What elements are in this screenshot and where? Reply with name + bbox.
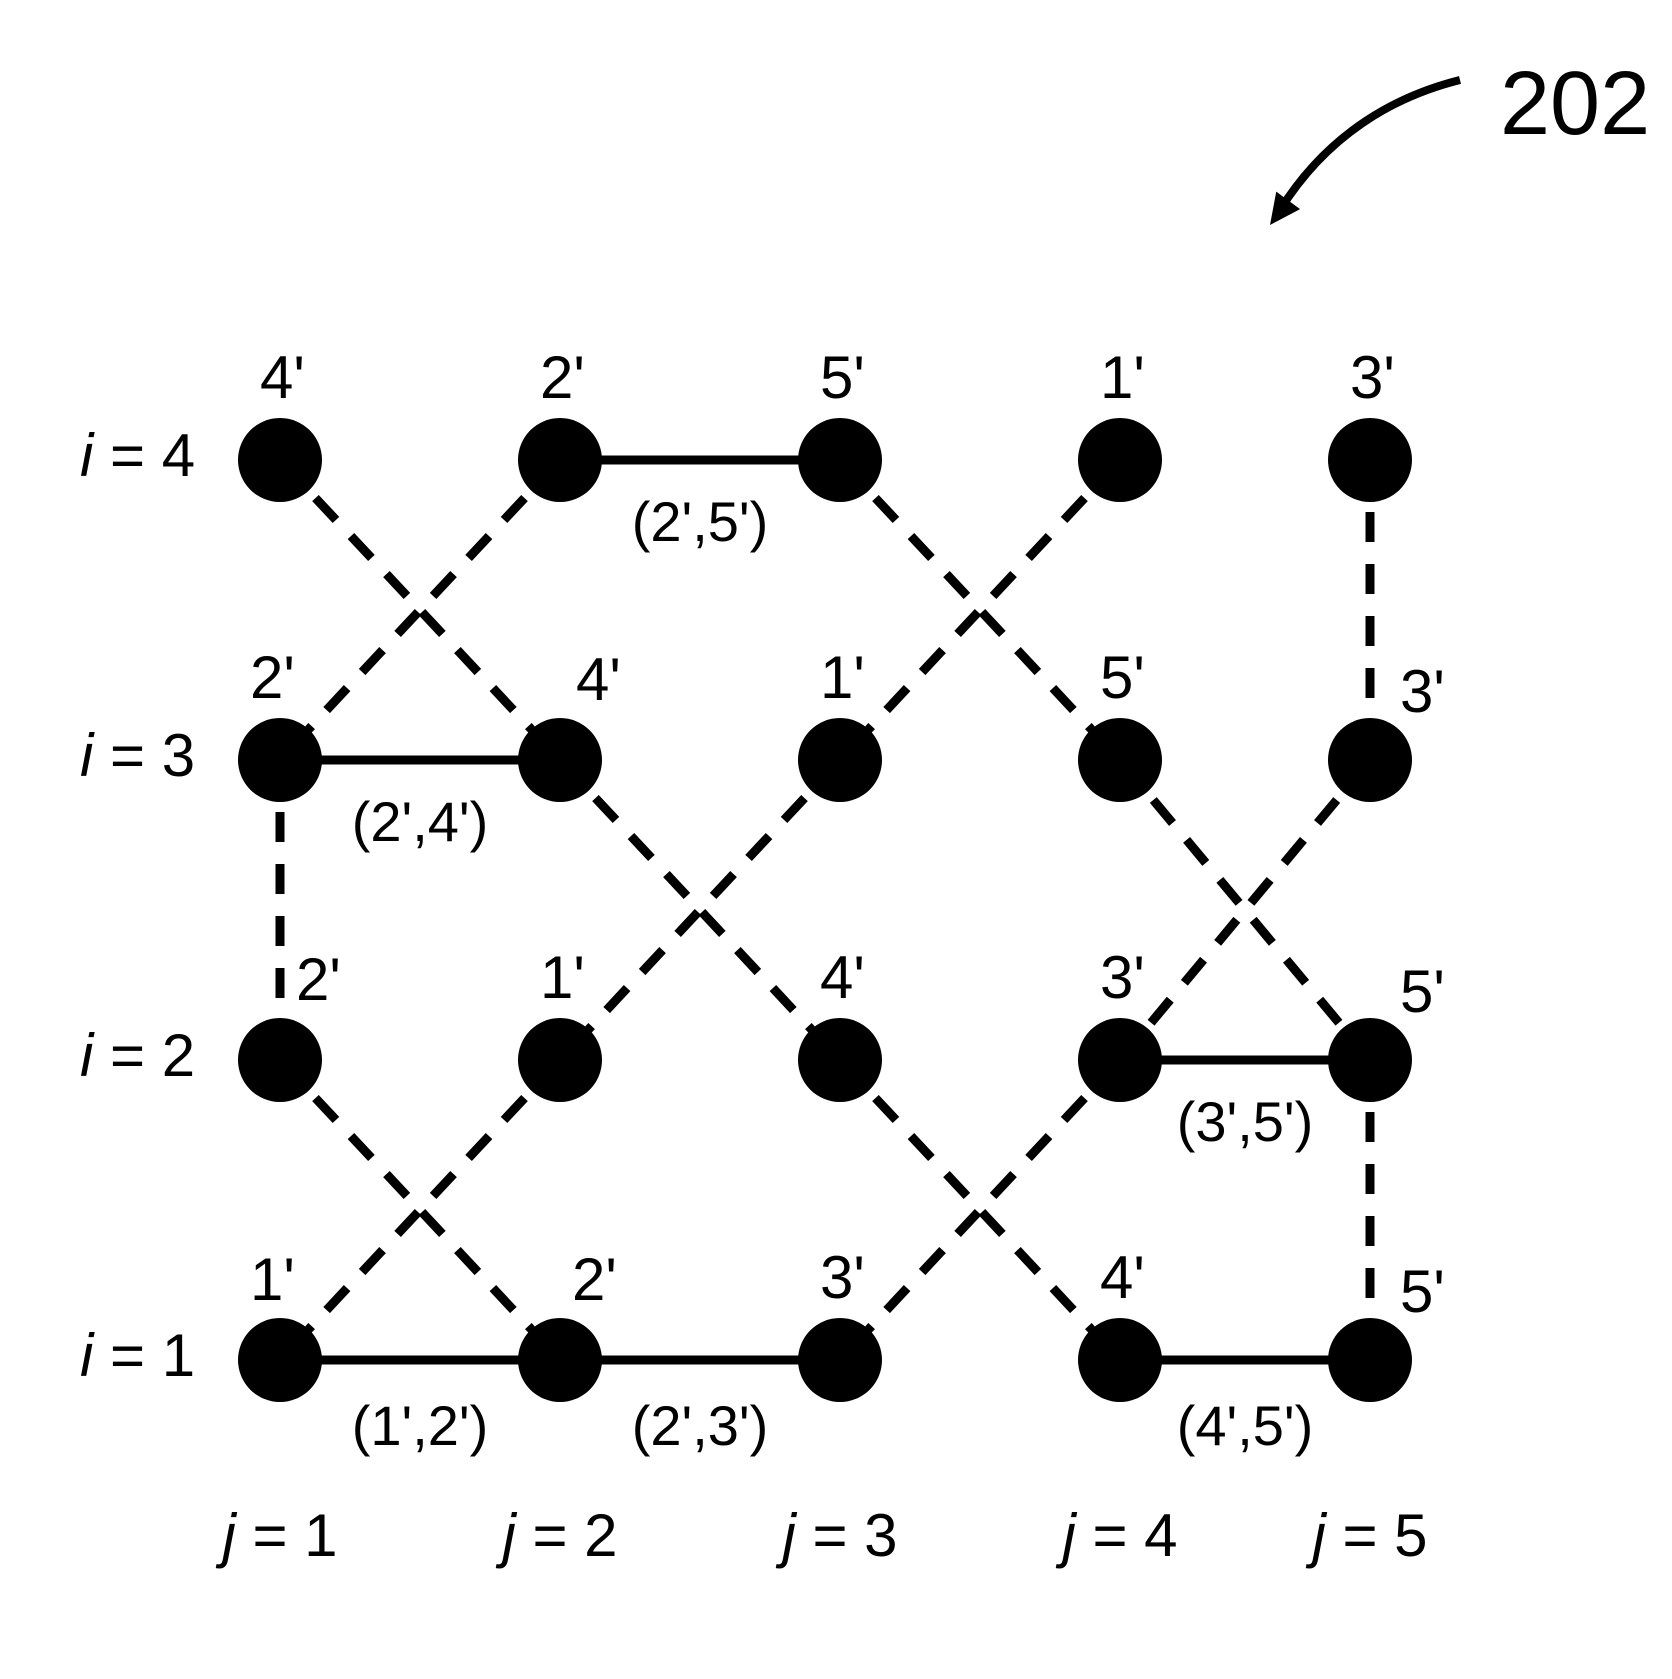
grid-network-diagram: 4' 2' 5' 1' 3' 2' 4' 1' 5' 3' 2' 1' 4' 3' 5' 1' 2' 3' 4' 5'… — [0, 0, 1672, 1679]
grid-node — [518, 1318, 602, 1402]
grid-node — [1328, 418, 1412, 502]
node-label: 2' — [250, 644, 295, 711]
grid-node — [238, 418, 322, 502]
grid-node — [518, 1018, 602, 1102]
node-label: 4' — [1100, 1244, 1145, 1311]
grid-node — [1078, 1318, 1162, 1402]
col-label: j = 2 — [495, 1502, 617, 1569]
node-label: 3' — [1350, 344, 1395, 411]
edge-label: (2',5') — [632, 490, 769, 553]
node-label: 1' — [250, 1246, 295, 1313]
edge-label: (2',3') — [632, 1394, 769, 1457]
node-label: 5' — [1100, 644, 1145, 711]
node-label: 3' — [820, 1244, 865, 1311]
grid-node — [1078, 1018, 1162, 1102]
grid-node — [238, 1318, 322, 1402]
node-label: 2' — [296, 946, 341, 1013]
node-label: 2' — [540, 344, 585, 411]
row-label: i = 3 — [80, 722, 195, 789]
grid-node — [238, 718, 322, 802]
grid-node — [518, 718, 602, 802]
grid-node — [1328, 718, 1412, 802]
grid-node — [1328, 1318, 1412, 1402]
edge-label: (3',5') — [1177, 1090, 1314, 1153]
node-label: 5' — [1400, 958, 1445, 1025]
grid-node — [798, 1018, 882, 1102]
edge-label: (2',4') — [352, 790, 489, 853]
grid-node — [1328, 1018, 1412, 1102]
grid-node — [238, 1018, 322, 1102]
node-label: 4' — [260, 344, 305, 411]
pointer-arc — [1280, 80, 1460, 210]
figure-reference-label: 202 — [1500, 54, 1650, 154]
node-label: 4' — [820, 944, 865, 1011]
grid-node — [518, 418, 602, 502]
node-label: 1' — [540, 944, 585, 1011]
edge-label: (4',5') — [1177, 1394, 1314, 1457]
grid-node — [798, 418, 882, 502]
grid-node — [1078, 718, 1162, 802]
edges-solid — [280, 460, 1370, 1360]
grid-node — [1078, 418, 1162, 502]
col-label: j = 1 — [215, 1502, 337, 1569]
grid-node — [798, 718, 882, 802]
node-label: 5' — [820, 344, 865, 411]
node-label: 1' — [820, 644, 865, 711]
col-label: j = 3 — [775, 1502, 897, 1569]
node-label: 3' — [1400, 658, 1445, 725]
node-label: 2' — [572, 1246, 617, 1313]
edges-dashed — [280, 460, 1370, 1360]
row-label: i = 4 — [80, 422, 195, 489]
row-label: i = 1 — [80, 1322, 195, 1389]
node-label: 5' — [1400, 1258, 1445, 1325]
row-label: i = 2 — [80, 1022, 195, 1089]
node-label: 1' — [1100, 344, 1145, 411]
node-label: 3' — [1100, 944, 1145, 1011]
col-label: j = 4 — [1055, 1502, 1177, 1569]
node-label: 4' — [576, 646, 621, 713]
pointer: 202 — [1270, 54, 1650, 225]
col-label: j = 5 — [1305, 1502, 1427, 1569]
grid-node — [798, 1318, 882, 1402]
edge-label: (1',2') — [352, 1394, 489, 1457]
